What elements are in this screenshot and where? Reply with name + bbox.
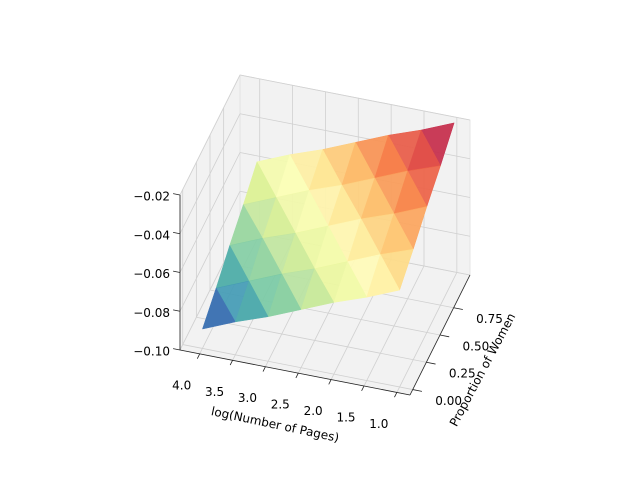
grid-line: [239, 74, 471, 121]
tick-mark: [394, 392, 398, 398]
x-axis-line: [179, 349, 411, 396]
tick-mark: [173, 232, 181, 235]
x-tick-label: 3.5: [205, 385, 224, 399]
x-tick-label: 1.0: [369, 417, 388, 431]
tick-mark: [439, 334, 450, 338]
tick-mark: [229, 360, 233, 366]
grid-line: [179, 152, 241, 273]
tick-mark: [173, 348, 181, 351]
z-tick-label: −0.04: [133, 228, 170, 242]
tick-mark: [361, 385, 365, 391]
z-tick-label: −0.08: [133, 306, 170, 320]
surface-facet: [300, 268, 335, 310]
tick-mark: [196, 353, 201, 359]
surface-facet: [366, 253, 400, 298]
y-tick-label: 0.50: [463, 339, 490, 353]
tick-mark: [328, 379, 332, 385]
surface-facet: [267, 273, 302, 318]
z-tick-label: −0.02: [133, 190, 170, 204]
surface-facet: [234, 280, 269, 323]
tick-mark: [426, 361, 436, 365]
z-tick-label: −0.06: [133, 267, 170, 281]
labels: 1.0 1.5 2.0 2.5 3.0 3.5 4.0 0.00 0.25 0.50 0.75 −0.…: [133, 190, 503, 431]
tick-mark: [173, 193, 181, 196]
tick-mark: [412, 389, 423, 392]
grid-line: [196, 316, 427, 363]
grid-line: [182, 344, 413, 390]
tick-mark: [453, 307, 463, 310]
tick-mark: [173, 309, 181, 312]
surface-facet: [333, 260, 368, 303]
surface-facet: [202, 287, 236, 330]
x-tick-label: 2.5: [271, 398, 290, 412]
x-tick-label: 3.0: [238, 391, 257, 405]
y-axis-line: [409, 274, 471, 396]
y-tick-label: 0.75: [476, 312, 503, 326]
x-tick-label: 2.0: [304, 404, 323, 418]
x-tick-label: 1.5: [336, 411, 355, 425]
tick-mark: [173, 270, 181, 273]
grid-line: [179, 74, 241, 196]
z-tick-label: −0.10: [133, 345, 170, 359]
grid-line: [179, 191, 241, 312]
tick-mark: [262, 366, 266, 372]
x-tick-label: 4.0: [172, 378, 191, 392]
tick-mark: [295, 372, 299, 379]
grid-line: [179, 113, 241, 234]
y-tick-label: 0.00: [435, 394, 462, 408]
y-tick-label: 0.25: [449, 367, 476, 381]
surface: [202, 122, 455, 330]
